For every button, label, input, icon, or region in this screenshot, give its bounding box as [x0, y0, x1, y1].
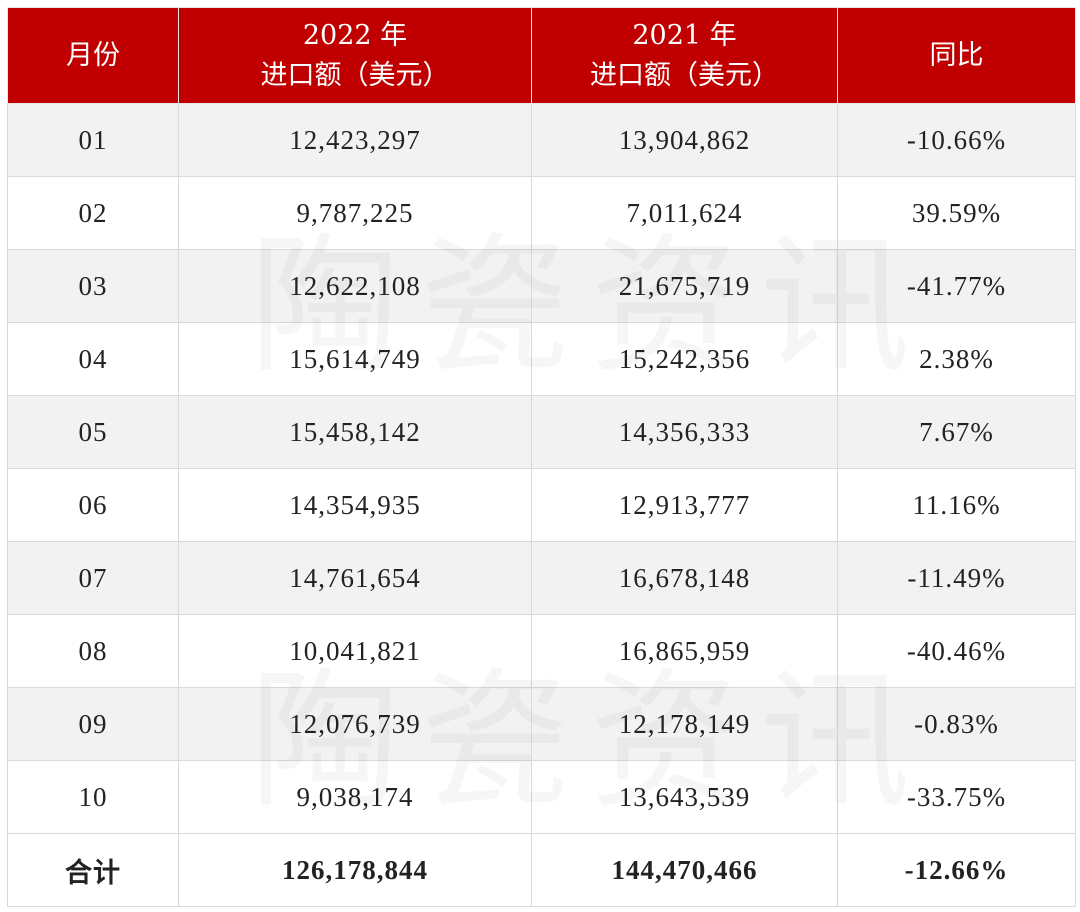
cell-yoy: 2.38% [837, 322, 1076, 396]
cell-yoy: -0.83% [837, 687, 1076, 761]
cell-v2022: 12,076,739 [178, 687, 532, 761]
header-2021-label: 进口额（美元） [590, 59, 779, 91]
cell-v2021: 16,865,959 [531, 614, 838, 688]
cell-month: 08 [7, 614, 179, 688]
cell-v2022: 14,761,654 [178, 541, 532, 615]
cell-yoy: -12.66% [837, 833, 1076, 907]
header-2022: 2022 年进口额（美元） [178, 7, 532, 104]
total-row: 合计 126,178,844 144,470,466 -12.66% [7, 833, 1076, 907]
cell-v2021: 14,356,333 [531, 395, 838, 469]
cell-v2021: 12,913,777 [531, 468, 838, 542]
import-table: 月份 2022 年进口额（美元） 2021 年进口额（美元） 同比 01 12,4… [7, 7, 1076, 907]
cell-v2022: 126,178,844 [178, 833, 532, 907]
cell-month: 06 [7, 468, 179, 542]
cell-v2021: 13,643,539 [531, 760, 838, 834]
table-row: 04 15,614,749 15,242,356 2.38% [7, 322, 1076, 396]
cell-v2022: 9,038,174 [178, 760, 532, 834]
table-row: 07 14,761,654 16,678,148 -11.49% [7, 541, 1076, 615]
cell-v2022: 15,614,749 [178, 322, 532, 396]
cell-yoy: -10.66% [837, 103, 1076, 177]
table-row: 06 14,354,935 12,913,777 11.16% [7, 468, 1076, 542]
cell-month: 10 [7, 760, 179, 834]
cell-v2021: 16,678,148 [531, 541, 838, 615]
cell-month: 09 [7, 687, 179, 761]
cell-yoy: 7.67% [837, 395, 1076, 469]
table-row: 01 12,423,297 13,904,862 -10.66% [7, 103, 1076, 177]
cell-yoy: -33.75% [837, 760, 1076, 834]
table-row: 05 15,458,142 14,356,333 7.67% [7, 395, 1076, 469]
cell-v2021: 12,178,149 [531, 687, 838, 761]
header-row: 月份 2022 年进口额（美元） 2021 年进口额（美元） 同比 [7, 7, 1076, 104]
cell-v2022: 14,354,935 [178, 468, 532, 542]
cell-v2021: 15,242,356 [531, 322, 838, 396]
header-yoy: 同比 [837, 7, 1076, 104]
cell-v2022: 9,787,225 [178, 176, 532, 250]
table-row: 09 12,076,739 12,178,149 -0.83% [7, 687, 1076, 761]
header-2022-label: 进口额（美元） [260, 59, 450, 91]
table-row: 08 10,041,821 16,865,959 -40.46% [7, 614, 1076, 688]
cell-v2021: 144,470,466 [531, 833, 838, 907]
header-month: 月份 [7, 7, 179, 104]
cell-yoy: -40.46% [837, 614, 1076, 688]
table-row: 02 9,787,225 7,011,624 39.59% [7, 176, 1076, 250]
cell-month: 07 [7, 541, 179, 615]
cell-yoy: -41.77% [837, 249, 1076, 323]
header-2021-year: 2021 年 [632, 19, 737, 51]
cell-yoy: -11.49% [837, 541, 1076, 615]
cell-v2022: 15,458,142 [178, 395, 532, 469]
cell-month: 05 [7, 395, 179, 469]
cell-v2021: 13,904,862 [531, 103, 838, 177]
cell-v2022: 10,041,821 [178, 614, 532, 688]
cell-month: 03 [7, 249, 179, 323]
table-row: 10 9,038,174 13,643,539 -33.75% [7, 760, 1076, 834]
header-2021: 2021 年进口额（美元） [531, 7, 838, 104]
cell-yoy: 39.59% [837, 176, 1076, 250]
cell-month: 02 [7, 176, 179, 250]
cell-v2021: 7,011,624 [531, 176, 838, 250]
cell-v2022: 12,622,108 [178, 249, 532, 323]
table-row: 03 12,622,108 21,675,719 -41.77% [7, 249, 1076, 323]
cell-v2021: 21,675,719 [531, 249, 838, 323]
header-2022-year: 2022 年 [302, 19, 408, 51]
cell-month: 01 [7, 103, 179, 177]
cell-v2022: 12,423,297 [178, 103, 532, 177]
cell-yoy: 11.16% [837, 468, 1076, 542]
cell-month: 04 [7, 322, 179, 396]
cell-month: 合计 [7, 833, 179, 907]
